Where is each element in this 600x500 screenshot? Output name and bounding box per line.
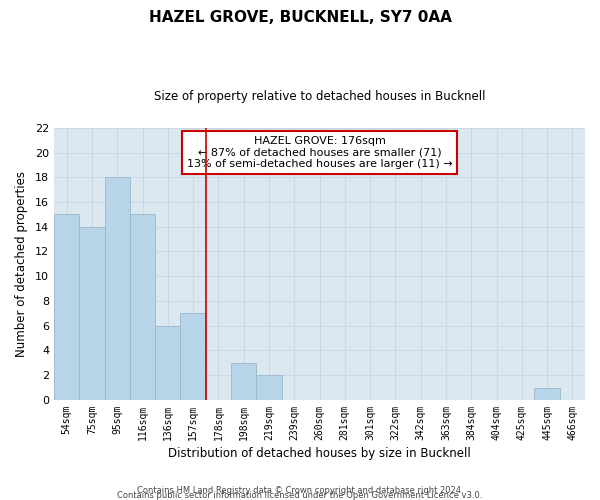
Y-axis label: Number of detached properties: Number of detached properties	[15, 171, 28, 357]
Bar	[181, 314, 206, 400]
Bar	[231, 363, 256, 400]
Text: Contains HM Land Registry data © Crown copyright and database right 2024.: Contains HM Land Registry data © Crown c…	[137, 486, 463, 495]
Bar	[130, 214, 155, 400]
X-axis label: Distribution of detached houses by size in Bucknell: Distribution of detached houses by size …	[168, 447, 471, 460]
Bar	[79, 226, 104, 400]
Title: Size of property relative to detached houses in Bucknell: Size of property relative to detached ho…	[154, 90, 485, 103]
Bar	[535, 388, 560, 400]
Bar	[155, 326, 181, 400]
Text: HAZEL GROVE, BUCKNELL, SY7 0AA: HAZEL GROVE, BUCKNELL, SY7 0AA	[149, 10, 451, 25]
Text: HAZEL GROVE: 176sqm
← 87% of detached houses are smaller (71)
13% of semi-detach: HAZEL GROVE: 176sqm ← 87% of detached ho…	[187, 136, 452, 169]
Bar	[54, 214, 79, 400]
Bar	[104, 178, 130, 400]
Text: Contains public sector information licensed under the Open Government Licence v3: Contains public sector information licen…	[118, 491, 482, 500]
Bar	[256, 375, 281, 400]
